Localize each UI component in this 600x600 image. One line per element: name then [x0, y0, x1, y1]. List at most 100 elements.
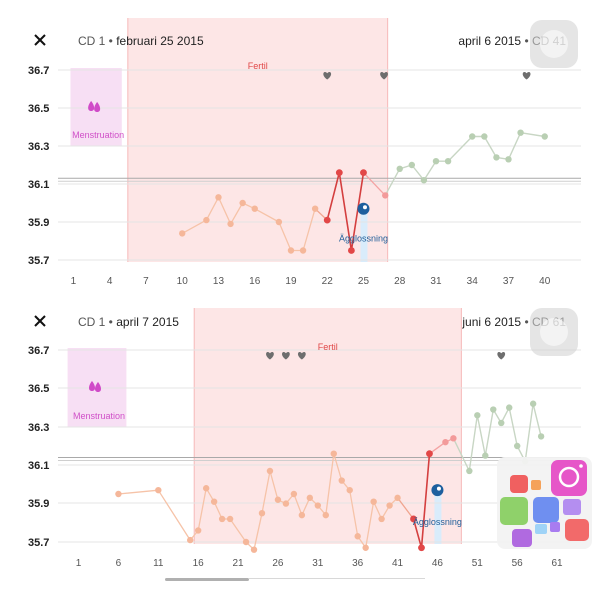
chart2-temperature-point-luteal[interactable]	[474, 412, 481, 419]
chart1-temperature-point-luteal[interactable]	[408, 161, 416, 169]
chart2-temperature-point[interactable]	[370, 498, 377, 505]
chart2-temperature-point[interactable]	[306, 494, 314, 502]
app-launcher-widget[interactable]	[497, 457, 592, 549]
chart1-temperature-point-luteal[interactable]	[517, 129, 524, 136]
chart2-heart-icon	[266, 351, 274, 360]
chart2-temperature-point[interactable]	[298, 511, 306, 519]
app-tile-icon[interactable]	[531, 480, 541, 490]
chart2-temperature-point[interactable]	[210, 498, 218, 505]
chart2-temperature-point[interactable]	[362, 544, 369, 551]
chart1-y-tick-label: 36.3	[28, 141, 49, 153]
chart2-temperature-point[interactable]	[322, 511, 329, 519]
chart2-temperature-point[interactable]	[354, 533, 361, 540]
chart2-temperature-point[interactable]	[314, 502, 322, 509]
chart2-temperature-point[interactable]	[194, 527, 202, 534]
chart1-temperature-point[interactable]	[275, 218, 283, 226]
chart1-temperature-point[interactable]	[215, 194, 222, 201]
app-tile-icon[interactable]	[533, 497, 559, 523]
chart1-temperature-point[interactable]	[311, 205, 319, 212]
scrollbar-thumb[interactable]	[165, 578, 249, 581]
app-tile-icon[interactable]	[500, 497, 528, 525]
chart1-temperature-point-fertile[interactable]	[347, 247, 355, 254]
chart2-temperature-point[interactable]	[346, 486, 353, 494]
chart2-temperature-point[interactable]	[242, 538, 250, 546]
chart1-temperature-point[interactable]	[203, 216, 210, 224]
chart1-x-tick-label: 31	[430, 276, 442, 287]
chart1-temperature-point[interactable]	[299, 247, 307, 254]
chart1-temperature-point-luteal[interactable]	[396, 165, 403, 172]
chart1-temperature-point-luteal[interactable]	[444, 158, 452, 165]
chart1-temperature-point-luteal[interactable]	[420, 177, 428, 184]
chart1-temperature-point-fertile[interactable]	[360, 169, 367, 177]
app-tile-icon[interactable]	[510, 475, 528, 493]
chart2-temperature-point[interactable]	[258, 510, 266, 517]
chart1-temperature-point-luteal[interactable]	[505, 156, 512, 163]
chart2-y-tick-label: 35.9	[28, 498, 49, 510]
chart2-temperature-point[interactable]	[226, 515, 234, 523]
chart2-close-icon[interactable]	[34, 315, 46, 327]
chart2-temperature-point[interactable]	[266, 467, 274, 475]
chart2-temperature-point[interactable]	[250, 546, 258, 553]
chart1-y-tick-label: 36.5	[28, 103, 49, 115]
chart2-temperature-point[interactable]	[330, 450, 337, 457]
chart2-temperature-point[interactable]	[394, 494, 401, 502]
scrollbar-track	[249, 578, 425, 579]
chart1-temperature-point[interactable]	[227, 220, 234, 228]
chart2-ovulation-marker-highlight	[436, 486, 441, 491]
chart2-temperature-point[interactable]	[202, 485, 210, 492]
chart1-post-ovulation-line	[363, 172, 386, 196]
chart2-ovulation-label: Ägglossning	[413, 517, 462, 527]
chart1-temperature-point-luteal[interactable]	[541, 133, 548, 140]
chart1-temperature-point-luteal[interactable]	[481, 133, 488, 140]
app-tile-icon[interactable]	[563, 499, 581, 515]
app-tile-icon[interactable]	[535, 524, 547, 534]
chart2-temperature-point[interactable]	[442, 438, 449, 446]
chart2-temperature-point[interactable]	[450, 435, 457, 442]
chart2-temperature-point[interactable]	[338, 477, 345, 484]
chart2-temperature-point-fertile[interactable]	[410, 515, 417, 523]
chart1-temperature-point[interactable]	[251, 205, 258, 212]
app-tile-icon[interactable]	[512, 529, 532, 547]
app-tile-icon[interactable]	[565, 519, 589, 541]
chart1-menstruation-drop-icon	[88, 101, 101, 112]
chart2-temperature-point[interactable]	[218, 515, 226, 523]
app-tile-icon[interactable]	[551, 460, 587, 496]
chart1-temperature-point[interactable]	[179, 230, 186, 237]
chart2-temperature-point[interactable]	[274, 496, 282, 503]
chart1-fertile-label: Fertil	[248, 61, 268, 71]
chart2-temperature-point[interactable]	[115, 490, 122, 498]
chart2-temperature-point[interactable]	[187, 536, 194, 544]
chart2-temperature-point-luteal[interactable]	[506, 404, 513, 411]
chart2-temperature-point[interactable]	[282, 500, 290, 507]
chart2-temperature-point-fertile[interactable]	[426, 450, 433, 458]
chart2-end-date: juni 6 2015	[461, 315, 521, 329]
chart1-x-tick-label: 37	[503, 276, 515, 287]
horizontal-scrollbar[interactable]	[165, 576, 425, 582]
chart1-temperature-point-fertile[interactable]	[323, 216, 331, 224]
chart2-temperature-point[interactable]	[386, 502, 393, 509]
chart2-temperature-point-luteal[interactable]	[498, 419, 505, 427]
app-tile-icon[interactable]	[550, 522, 560, 532]
chart1-temperature-point[interactable]	[287, 247, 295, 254]
chart2-x-tick-label: 1	[76, 558, 82, 569]
chart2-temperature-point-luteal[interactable]	[490, 406, 497, 413]
chart1-temperature-point-fertile[interactable]	[335, 169, 343, 177]
chart1-y-tick-label: 35.9	[28, 217, 49, 229]
chart1-temperature-point[interactable]	[239, 199, 246, 207]
chart2-temperature-point[interactable]	[290, 490, 298, 498]
chart2-temperature-point-luteal[interactable]	[482, 452, 489, 459]
chart2-temperature-point-luteal[interactable]	[466, 467, 473, 475]
chart1-temperature-point-luteal[interactable]	[469, 133, 476, 140]
chart2-temperature-point-luteal[interactable]	[513, 442, 521, 450]
chart1-temperature-point-luteal[interactable]	[493, 154, 500, 161]
chart2-temperature-point[interactable]	[155, 486, 162, 494]
chart2-temperature-point[interactable]	[378, 515, 385, 523]
drop-icon	[94, 382, 101, 392]
chart1-temperature-point[interactable]	[382, 192, 389, 199]
chart1-temperature-point-luteal[interactable]	[432, 158, 440, 165]
chart2-temperature-point-luteal[interactable]	[529, 400, 537, 407]
chart2-temperature-point-fertile[interactable]	[418, 544, 425, 552]
chart1-y-tick-label: 35.7	[28, 255, 49, 267]
chart2-temperature-point-luteal[interactable]	[537, 433, 545, 440]
chart1-close-icon[interactable]	[34, 34, 46, 46]
